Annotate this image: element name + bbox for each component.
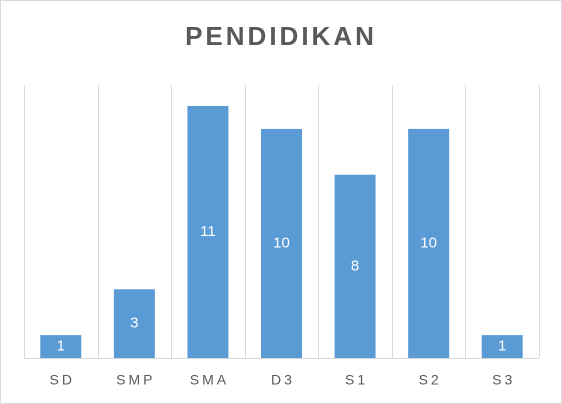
x-tick-label: SD bbox=[50, 372, 75, 388]
bar bbox=[40, 335, 82, 358]
x-tick-label: S3 bbox=[492, 372, 515, 388]
bar bbox=[261, 128, 302, 358]
bar bbox=[481, 335, 523, 358]
data-label: 8 bbox=[351, 257, 359, 274]
data-label: 10 bbox=[420, 234, 437, 251]
data-label: 3 bbox=[130, 315, 138, 332]
chart-title: PENDIDIKAN bbox=[185, 21, 377, 51]
data-label: 1 bbox=[57, 338, 65, 355]
data-label: 10 bbox=[273, 234, 290, 251]
bar bbox=[408, 128, 450, 358]
x-tick-label: SMP bbox=[116, 372, 155, 388]
x-tick-label: SMA bbox=[190, 372, 229, 388]
bar bbox=[334, 174, 376, 358]
data-label: 11 bbox=[200, 223, 216, 240]
bar bbox=[187, 106, 229, 358]
x-tick-label: S2 bbox=[419, 372, 442, 388]
bar bbox=[113, 289, 155, 358]
x-tick-label: S1 bbox=[345, 372, 368, 388]
data-label: 1 bbox=[498, 338, 506, 355]
x-tick-label: D3 bbox=[271, 372, 295, 388]
